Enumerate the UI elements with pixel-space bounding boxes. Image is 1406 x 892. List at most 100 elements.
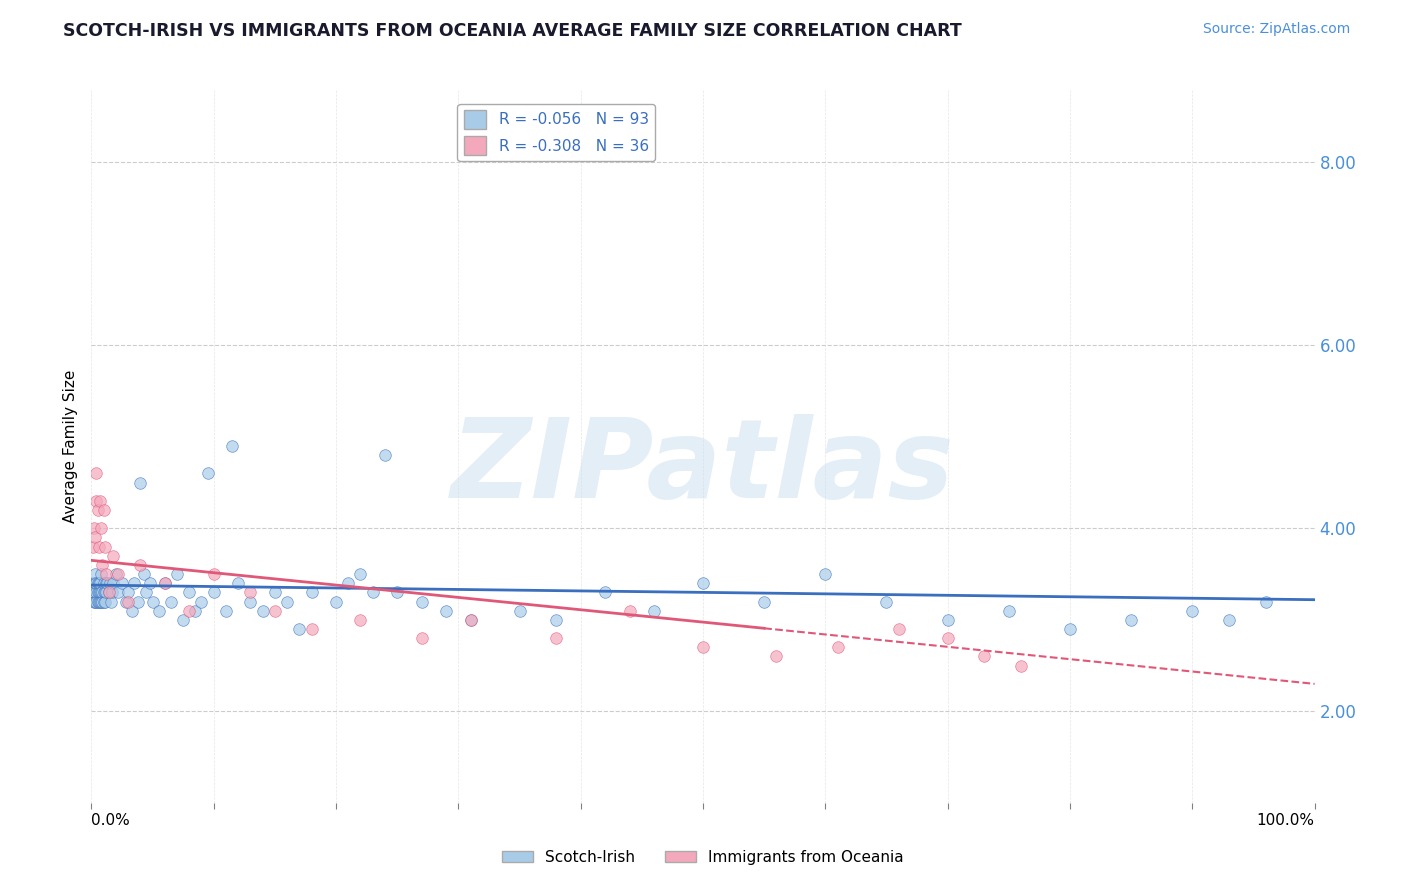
Point [264,585,287,599]
Point [1121,613,1143,627]
Point [129,475,152,490]
Point [936,613,959,627]
Point [765,649,787,664]
Point [114,594,136,608]
Point [374,448,396,462]
Point [127,594,149,608]
Point [107,567,129,582]
Point [132,567,155,582]
Point [117,594,139,608]
Point [103,576,125,591]
Point [117,585,139,599]
Point [93,585,115,599]
Point [221,439,243,453]
Point [96,576,118,591]
Point [90,521,112,535]
Point [252,604,274,618]
Point [89,494,111,508]
Point [86,585,108,599]
Point [172,613,194,627]
Point [754,594,776,608]
Point [89,594,111,608]
Point [91,558,114,572]
Point [84,576,107,591]
Point [434,604,457,618]
Point [90,567,112,582]
Point [361,585,384,599]
Point [166,567,188,582]
Point [264,604,287,618]
Point [97,585,120,599]
Point [86,594,108,608]
Point [1181,604,1204,618]
Point [84,531,107,545]
Point [141,594,163,608]
Point [94,567,117,582]
Point [93,594,115,608]
Point [84,585,107,599]
Point [1059,622,1081,636]
Point [84,494,107,508]
Point [83,521,105,535]
Point [84,467,107,481]
Point [103,549,125,563]
Point [82,585,104,599]
Point [121,604,143,618]
Point [593,585,616,599]
Point [692,640,714,655]
Point [86,503,108,517]
Text: ZIPatlas: ZIPatlas [451,414,955,521]
Point [90,594,112,608]
Point [411,631,433,645]
Point [89,576,111,591]
Point [385,585,409,599]
Point [179,585,201,599]
Text: 0.0%: 0.0% [91,814,131,828]
Point [692,576,714,591]
Point [129,558,152,572]
Point [998,604,1021,618]
Point [202,585,225,599]
Point [100,594,122,608]
Point [288,622,311,636]
Point [94,585,117,599]
Point [87,585,110,599]
Point [84,567,107,582]
Text: Source: ZipAtlas.com: Source: ZipAtlas.com [1202,22,1350,37]
Point [301,585,323,599]
Text: 100.0%: 100.0% [1257,814,1315,828]
Point [104,567,127,582]
Point [91,594,114,608]
Point [1010,658,1032,673]
Point [215,604,238,618]
Point [84,594,107,608]
Point [98,576,121,591]
Point [94,594,117,608]
Point [122,576,145,591]
Point [197,467,219,481]
Point [509,604,531,618]
Point [276,594,298,608]
Point [349,613,371,627]
Point [87,594,110,608]
Point [84,576,107,591]
Point [111,576,134,591]
Point [94,576,117,591]
Point [153,576,176,591]
Point [936,631,959,645]
Point [814,567,837,582]
Point [239,585,262,599]
Point [643,604,665,618]
Point [89,585,111,599]
Point [239,594,262,608]
Point [86,576,108,591]
Point [460,613,482,627]
Point [349,567,371,582]
Point [87,540,110,554]
Point [101,585,124,599]
Point [875,594,898,608]
Point [411,594,433,608]
Point [82,540,104,554]
Point [1254,594,1277,608]
Point [619,604,641,618]
